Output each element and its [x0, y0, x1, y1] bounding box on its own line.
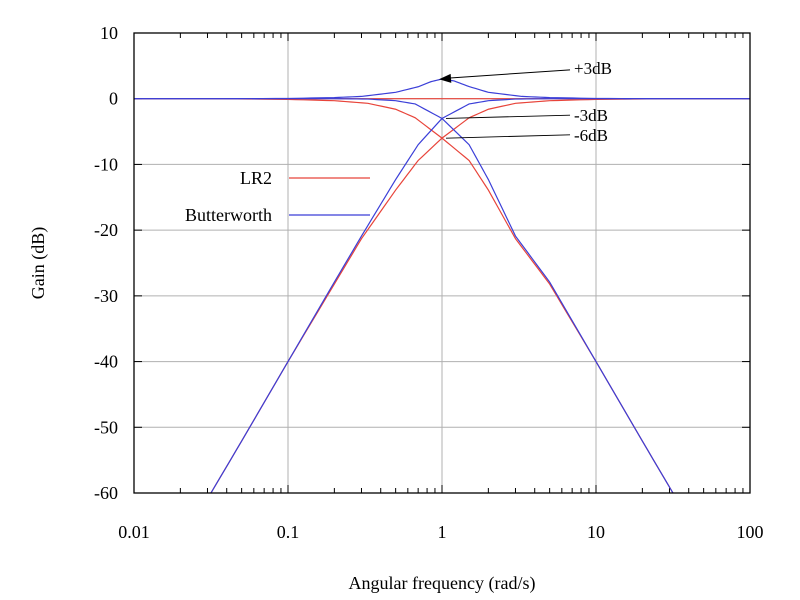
y-tick-label: -30: [94, 286, 118, 306]
y-tick-label: -40: [94, 352, 118, 372]
y-axis-title: Gain (dB): [28, 227, 49, 299]
x-axis-title: Angular frequency (rad/s): [349, 573, 536, 594]
y-tick-label: 0: [109, 89, 118, 109]
annotation-leader: [445, 134, 571, 139]
series-layer: [134, 78, 750, 494]
y-tick-label: 10: [100, 23, 118, 43]
annotation-leader: [445, 114, 571, 119]
annotation-arrowhead: [439, 73, 452, 83]
y-tick-labels: 10 0 -10 -20 -30 -40 -50 -60: [94, 23, 118, 503]
x-tick-label: 100: [737, 522, 764, 542]
x-tick-label: 10: [587, 522, 605, 542]
x-tick-label: 1: [438, 522, 447, 542]
annotation-leader: [449, 69, 571, 79]
grid: [134, 33, 750, 493]
plot-frame: [133, 32, 751, 494]
annotation-label: -3dB: [574, 106, 608, 125]
legend-label: Butterworth: [185, 205, 272, 225]
x-tick-labels: 0.01 0.1 1 10 100: [118, 522, 763, 542]
annotation-label: +3dB: [574, 59, 612, 78]
x-tick-label: 0.1: [277, 522, 300, 542]
y-tick-label: -50: [94, 417, 118, 437]
y-tick-label: -20: [94, 220, 118, 240]
legend: LR2 Butterworth: [185, 168, 370, 225]
y-tick-label: -10: [94, 154, 118, 174]
annotation-label: -6dB: [574, 126, 608, 145]
y-tick-label: -60: [94, 483, 118, 503]
annotations-layer: +3dB -3dB-6dB: [439, 59, 612, 145]
x-tick-label: 0.01: [118, 522, 150, 542]
legend-label: LR2: [240, 168, 272, 188]
